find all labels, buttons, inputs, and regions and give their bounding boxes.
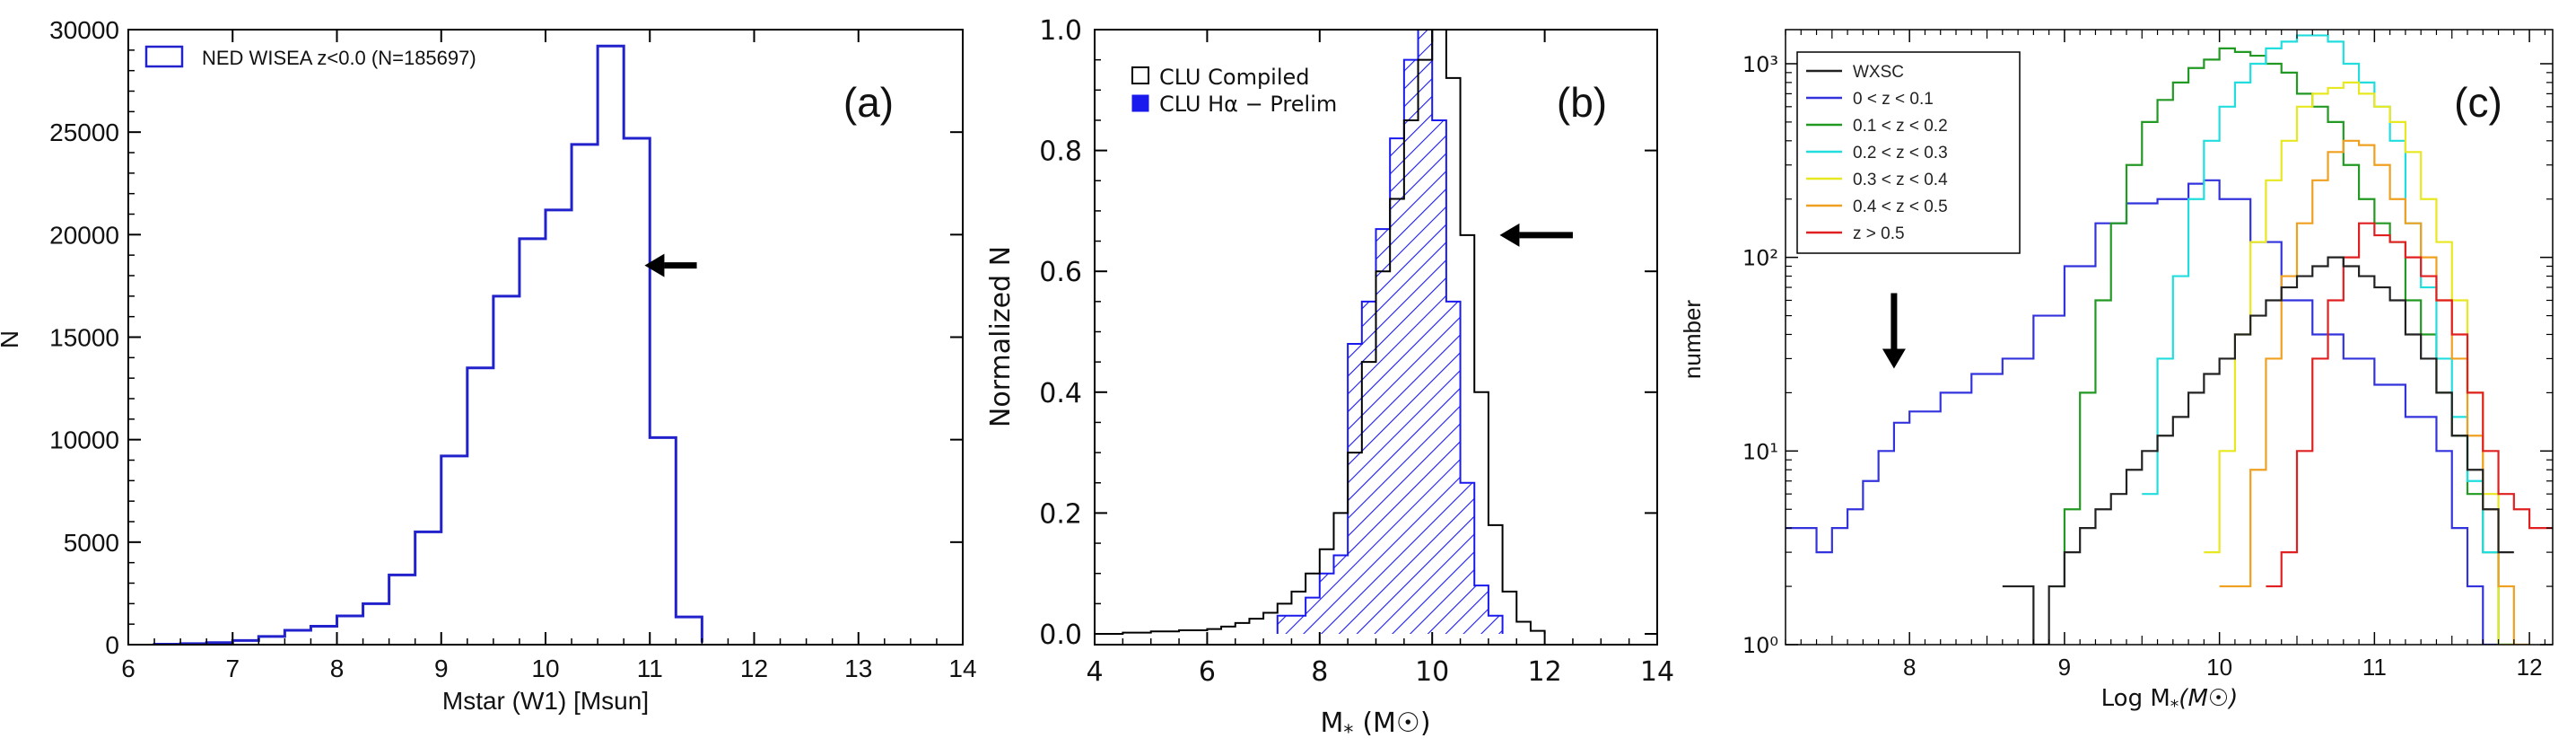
b-xtick-label: 12 [1528, 656, 1562, 688]
a-arrow [644, 253, 697, 277]
c-legend-label: 0.4 < z < 0.5 [1853, 198, 1948, 216]
c-series-2 [2142, 34, 2514, 645]
a-xlabel: Mstar (W1) [Msun] [442, 687, 649, 715]
panel-b: 4 6 8 10 12 14 0.0 0.2 0.4 0.6 0.8 1.0 M* (M☉) Norma… [985, 15, 1674, 744]
b-ytick-label: 1.0 [1039, 15, 1082, 47]
c-legend-label: 0.1 < z < 0.2 [1853, 117, 1948, 136]
c-series-3 [2204, 81, 2514, 645]
a-xtick-label: 9 [434, 655, 449, 682]
b-xtick-label: 6 [1199, 656, 1216, 688]
b-ytick-label: 0.4 [1039, 378, 1082, 409]
a-xtick-label: 8 [330, 655, 345, 682]
a-panel-label: (a) [843, 79, 894, 126]
a-ylabel: N [0, 330, 23, 348]
c-series-0 [1786, 179, 2499, 645]
c-xlabel: Log M*(M☉) [2101, 685, 2239, 716]
a-ytick-label: 15000 [49, 324, 119, 352]
a-axes: 6 7 8 9 10 11 12 13 14 0 5000 10000 15000 20000 25000 3… [49, 16, 976, 682]
b-xtick-label: 14 [1640, 656, 1674, 688]
c-frame [1785, 29, 2554, 646]
a-frame [127, 29, 964, 646]
a-ytick-label: 0 [105, 631, 119, 659]
b-xtick-label: 8 [1311, 656, 1328, 688]
c-legend-label: WXSC [1853, 63, 1904, 82]
c-ylabel: number [1679, 300, 1706, 379]
a-ytick-label: 20000 [49, 221, 119, 249]
panel-c: 8 9 10 11 12 10⁰ 10¹ 10² 10³ Log M*(M☉) number (… [1679, 29, 2554, 716]
a-histogram [153, 44, 703, 645]
c-step-lines [1786, 34, 2553, 645]
panel-a: 6 7 8 9 10 11 12 13 14 0 5000 10000 15000 20000 25000 3… [0, 16, 977, 715]
c-ytick-label: 10⁰ [1742, 633, 1778, 658]
c-legend-label: 0.2 < z < 0.3 [1853, 144, 1948, 163]
c-series-6 [2002, 256, 2514, 645]
c-arrow-annotation [1882, 293, 1906, 369]
a-xtick-label: 13 [844, 655, 872, 682]
a-legend-swatch [144, 45, 184, 68]
b-ytick-label: 0.8 [1039, 136, 1082, 168]
b-xlabel: M* (M☉) [1320, 707, 1430, 744]
b-ytick-label: 0.0 [1039, 620, 1082, 651]
a-xtick-label: 6 [121, 655, 135, 682]
a-ytick-label: 5000 [64, 529, 119, 557]
c-xtick-label: 9 [2058, 654, 2071, 681]
a-ytick-label: 30000 [49, 16, 119, 44]
b-halpha-fill [1277, 30, 1503, 634]
c-xtick-label: 12 [2517, 654, 2543, 681]
c-legend-label: 0 < z < 0.1 [1853, 90, 1934, 109]
a-arrow-annotation [644, 253, 697, 277]
a-xtick-label: 11 [637, 655, 663, 682]
b-xtick-label: 10 [1415, 656, 1449, 688]
c-arrow [1882, 293, 1906, 369]
b-legend-label-halpha: CLU Hα − Prelim [1159, 92, 1337, 117]
a-xtick-label: 7 [225, 655, 240, 682]
c-xtick-label: 8 [1903, 654, 1916, 681]
a-xtick-label: 12 [740, 655, 768, 682]
a-xtick-label: 10 [531, 655, 559, 682]
c-ytick-label: 10³ [1742, 52, 1778, 77]
b-xtick-label: 4 [1086, 656, 1103, 688]
c-xtick-label: 10 [2206, 654, 2232, 681]
b-panel-label: (b) [1557, 79, 1607, 126]
b-axes: 4 6 8 10 12 14 0.0 0.2 0.4 0.6 0.8 1.0 [1039, 15, 1674, 688]
b-compiled-outline [1095, 30, 1546, 635]
a-histogram-outline [153, 44, 703, 645]
a-ytick-label: 25000 [49, 119, 119, 146]
b-legend-swatch-compiled [1131, 66, 1149, 84]
c-ytick-label: 10¹ [1742, 439, 1778, 464]
c-xtick-label: 11 [2362, 654, 2387, 681]
c-legend-label: 0.3 < z < 0.4 [1853, 171, 1948, 189]
b-legend-label-compiled: CLU Compiled [1159, 65, 1310, 90]
c-series-5 [2266, 222, 2553, 588]
b-ytick-label: 0.2 [1039, 498, 1082, 530]
c-series-4 [2219, 139, 2530, 645]
b-arrow [1499, 223, 1573, 247]
b-halpha-outline [1276, 30, 1504, 634]
a-xtick-label: 14 [948, 655, 976, 682]
c-legend: WXSC 0 < z < 0.1 0.1 < z < 0.2 0.2 < z < 0.… [1806, 63, 1948, 243]
b-arrow-annotation [1499, 223, 1573, 247]
c-panel-label: (c) [2454, 79, 2502, 126]
b-legend-swatch-halpha [1131, 94, 1149, 112]
c-axes: 8 9 10 11 12 10⁰ 10¹ 10² 10³ [1742, 30, 2553, 681]
a-legend-label: NED WISEA z<0.0 (N=185697) [202, 47, 476, 69]
b-ylabel: Normalized N [985, 246, 1017, 427]
a-ytick-label: 10000 [49, 426, 119, 454]
b-histograms [1095, 30, 1546, 635]
c-ytick-label: 10² [1742, 246, 1778, 271]
c-legend-label: z > 0.5 [1853, 224, 1905, 243]
b-ytick-label: 0.6 [1039, 257, 1082, 288]
